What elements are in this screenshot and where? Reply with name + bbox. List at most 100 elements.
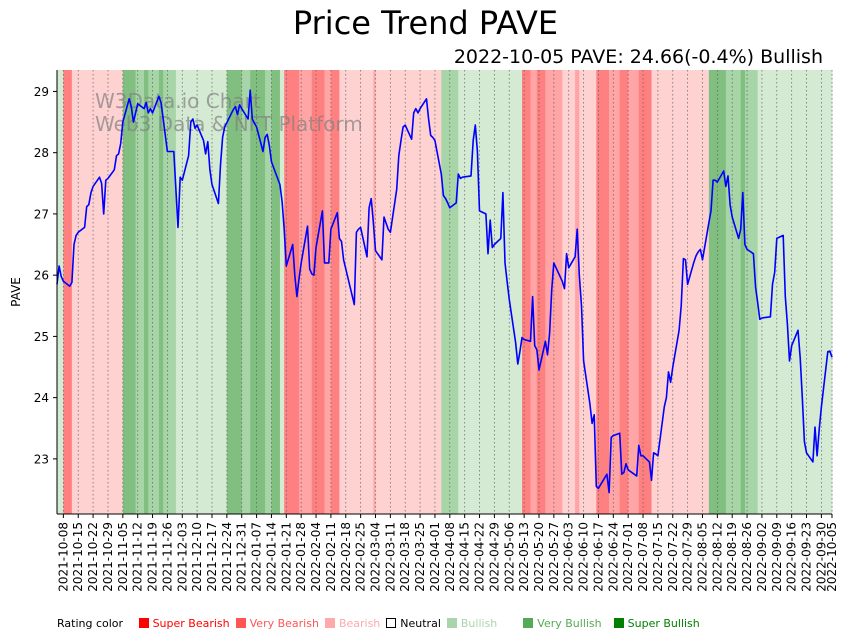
x-tick-label: 2022-09-30 xyxy=(814,522,828,592)
legend-swatch-icon xyxy=(446,618,457,628)
rating-band xyxy=(148,70,160,514)
x-tick-label: 2021-10-15 xyxy=(71,522,85,592)
rating-band xyxy=(545,70,563,514)
x-tick-label: 2022-09-02 xyxy=(755,522,769,592)
watermark: W3Data.io Chart Web3 Data & NFT Platform xyxy=(95,89,363,136)
rating-band xyxy=(596,70,610,514)
legend-item: Very Bullish xyxy=(523,617,602,630)
legend-label: Very Bullish xyxy=(537,617,602,630)
rating-band xyxy=(241,70,251,514)
rating-band xyxy=(284,70,300,514)
rating-band xyxy=(536,70,546,514)
rating-band xyxy=(250,70,266,514)
x-tick-label: 2022-08-12 xyxy=(710,522,724,592)
rating-band xyxy=(158,70,164,514)
rating-band xyxy=(638,70,653,514)
legend-item: Super Bullish xyxy=(613,617,700,630)
x-tick-label: 2021-12-10 xyxy=(190,522,204,592)
legend-label: Super Bullish xyxy=(627,617,700,630)
rating-band xyxy=(144,70,149,514)
rating-band xyxy=(175,70,228,514)
legend-swatch-icon xyxy=(324,618,335,628)
legend-item: Neutral xyxy=(386,617,441,630)
x-tick-label: 2021-11-19 xyxy=(146,522,160,592)
x-tick-label: 2022-09-16 xyxy=(785,522,799,592)
rating-band xyxy=(579,70,597,514)
x-tick-label: 2022-07-29 xyxy=(681,522,695,592)
rating-band xyxy=(628,70,640,514)
x-tick-label: 2022-02-18 xyxy=(339,522,353,592)
rating-band xyxy=(330,70,340,514)
x-tick-label: 2022-01-28 xyxy=(294,522,308,592)
x-tick-label: 2022-05-27 xyxy=(547,522,561,592)
x-tick-label: 2022-09-23 xyxy=(800,522,814,592)
rating-bands xyxy=(57,70,833,514)
x-tick-label: 2022-03-11 xyxy=(383,522,397,592)
rating-band xyxy=(575,70,580,514)
rating-band xyxy=(71,70,124,514)
x-tick-label: 2022-07-22 xyxy=(666,522,680,592)
y-tick-label: 29 xyxy=(34,85,49,99)
x-tick-label: 2022-01-14 xyxy=(264,522,278,592)
rating-band xyxy=(562,70,576,514)
chart-title: Price Trend PAVE xyxy=(292,4,559,42)
rating-legend: Rating color Super Bearish Very Bearish Be… xyxy=(57,617,706,630)
x-tick-label: 2022-01-21 xyxy=(279,522,293,592)
x-tick-label: 2021-12-31 xyxy=(235,522,249,592)
legend-item: Very Bearish xyxy=(235,617,319,630)
x-tick-label: 2022-07-15 xyxy=(651,522,665,592)
x-tick-label: 2021-11-05 xyxy=(116,522,130,592)
legend-title: Rating color xyxy=(57,617,124,630)
rating-band xyxy=(324,70,332,514)
legend-item: Super Bearish xyxy=(138,617,230,630)
rating-band xyxy=(279,70,285,514)
y-tick-label: 23 xyxy=(34,452,49,466)
x-tick-label: 2022-05-13 xyxy=(517,522,531,592)
y-tick-label: 28 xyxy=(34,146,49,160)
rating-band xyxy=(226,70,243,514)
axes: 2021-10-08 2021-10-15 2021-10-22 2021-10-29… xyxy=(34,70,839,592)
chart-subtitle: 2022-10-05 PAVE: 24.66(-0.4%) Bullish xyxy=(453,46,823,68)
price-series xyxy=(56,89,833,494)
rating-band xyxy=(373,70,376,514)
legend-swatch-icon xyxy=(138,618,149,628)
legend-item: Bullish xyxy=(446,617,497,630)
x-tick-label: 2022-07-08 xyxy=(636,522,650,592)
x-tick-label: 2022-09-09 xyxy=(770,522,784,592)
legend-label: Bearish xyxy=(338,617,381,630)
x-tick-label: 2022-08-19 xyxy=(725,522,739,592)
x-tick-label: 2022-07-01 xyxy=(621,522,635,592)
x-tick-label: 2022-06-03 xyxy=(562,522,576,592)
x-tick-label: 2021-10-08 xyxy=(56,522,70,592)
x-tick-label: 2022-10-05 xyxy=(825,522,839,592)
rating-band xyxy=(265,70,272,514)
x-tick-label: 2021-11-26 xyxy=(160,522,174,592)
rating-band xyxy=(299,70,313,514)
legend-swatch-icon xyxy=(235,618,246,628)
price-line xyxy=(56,89,833,494)
x-tick-label: 2022-02-04 xyxy=(309,522,323,592)
rating-band xyxy=(135,70,145,514)
y-tick-label: 27 xyxy=(34,207,49,221)
legend-label: Very Bearish xyxy=(249,617,319,630)
x-tick-label: 2022-08-26 xyxy=(740,522,754,592)
rating-band xyxy=(63,70,73,514)
rating-band xyxy=(619,70,629,514)
x-tick-label: 2022-06-24 xyxy=(606,522,620,592)
rating-band xyxy=(744,70,759,514)
x-tick-label: 2022-04-22 xyxy=(473,522,487,592)
watermark-line-2: Web3 Data & NFT Platform xyxy=(95,112,363,136)
legend-swatch-icon xyxy=(613,618,624,628)
legend-swatch-icon xyxy=(523,618,534,628)
x-tick-label: 2022-06-10 xyxy=(577,522,591,592)
x-tick-label: 2022-08-05 xyxy=(695,522,709,592)
legend-item: Bearish xyxy=(324,617,381,630)
x-tick-label: 2022-04-08 xyxy=(443,522,457,592)
rating-band xyxy=(757,70,833,514)
x-tick-label: 2022-04-29 xyxy=(487,522,501,592)
x-tick-label: 2022-03-18 xyxy=(398,522,412,592)
rating-band xyxy=(441,70,459,514)
rating-band xyxy=(609,70,621,514)
rating-band xyxy=(651,70,710,514)
